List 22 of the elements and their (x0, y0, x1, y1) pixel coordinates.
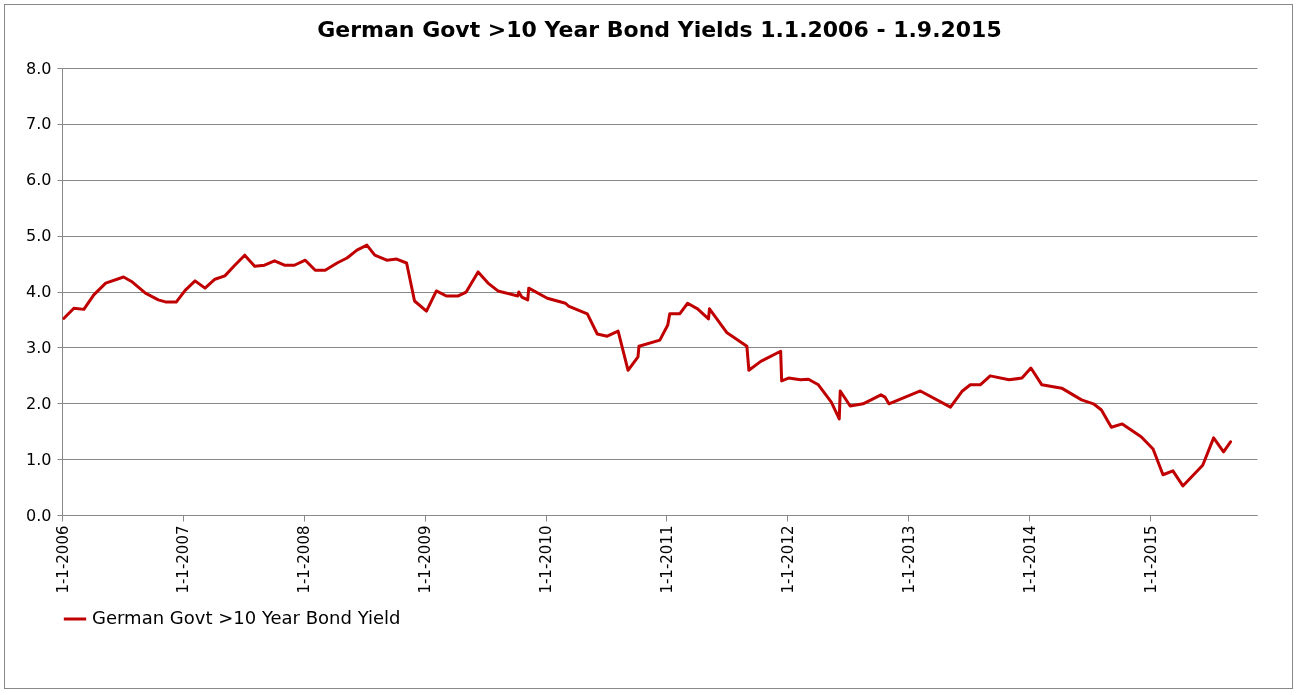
legend-label: German Govt >10 Year Bond Yield (92, 607, 401, 628)
x-tick-label: 1-1-2014 (1020, 525, 1039, 594)
x-tick-label: 1-1-2013 (899, 525, 918, 594)
y-tick-label: 1.0 (26, 449, 52, 469)
y-tick-label: 2.0 (26, 393, 52, 413)
x-tick-label: 1-1-2006 (53, 525, 72, 594)
x-tick-label: 1-1-2015 (1141, 525, 1160, 594)
y-tick-label: 0.0 (26, 505, 52, 525)
y-tick-label: 3.0 (26, 337, 52, 357)
line-series (62, 243, 1233, 488)
chart-title: German Govt >10 Year Bond Yields 1.1.2006 - 1.9.2015 (317, 17, 1002, 42)
x-tick-label: 1-1-2009 (416, 525, 435, 594)
x-tick-label: 1-1-2011 (657, 525, 676, 594)
y-tick-label: 4.0 (26, 282, 52, 301)
y-tick-label: 6.0 (26, 170, 52, 190)
x-tick-label: 1-1-2008 (295, 525, 314, 594)
x-tick-label: 1-1-2007 (174, 525, 193, 594)
y-tick-label: 8.0 (26, 58, 52, 78)
y-tick-label: 5.0 (26, 226, 52, 246)
x-tick-label: 1-1-2010 (537, 525, 556, 594)
x-tick-label: 1-1-2012 (778, 525, 797, 594)
y-tick-label: 7.0 (26, 114, 52, 134)
